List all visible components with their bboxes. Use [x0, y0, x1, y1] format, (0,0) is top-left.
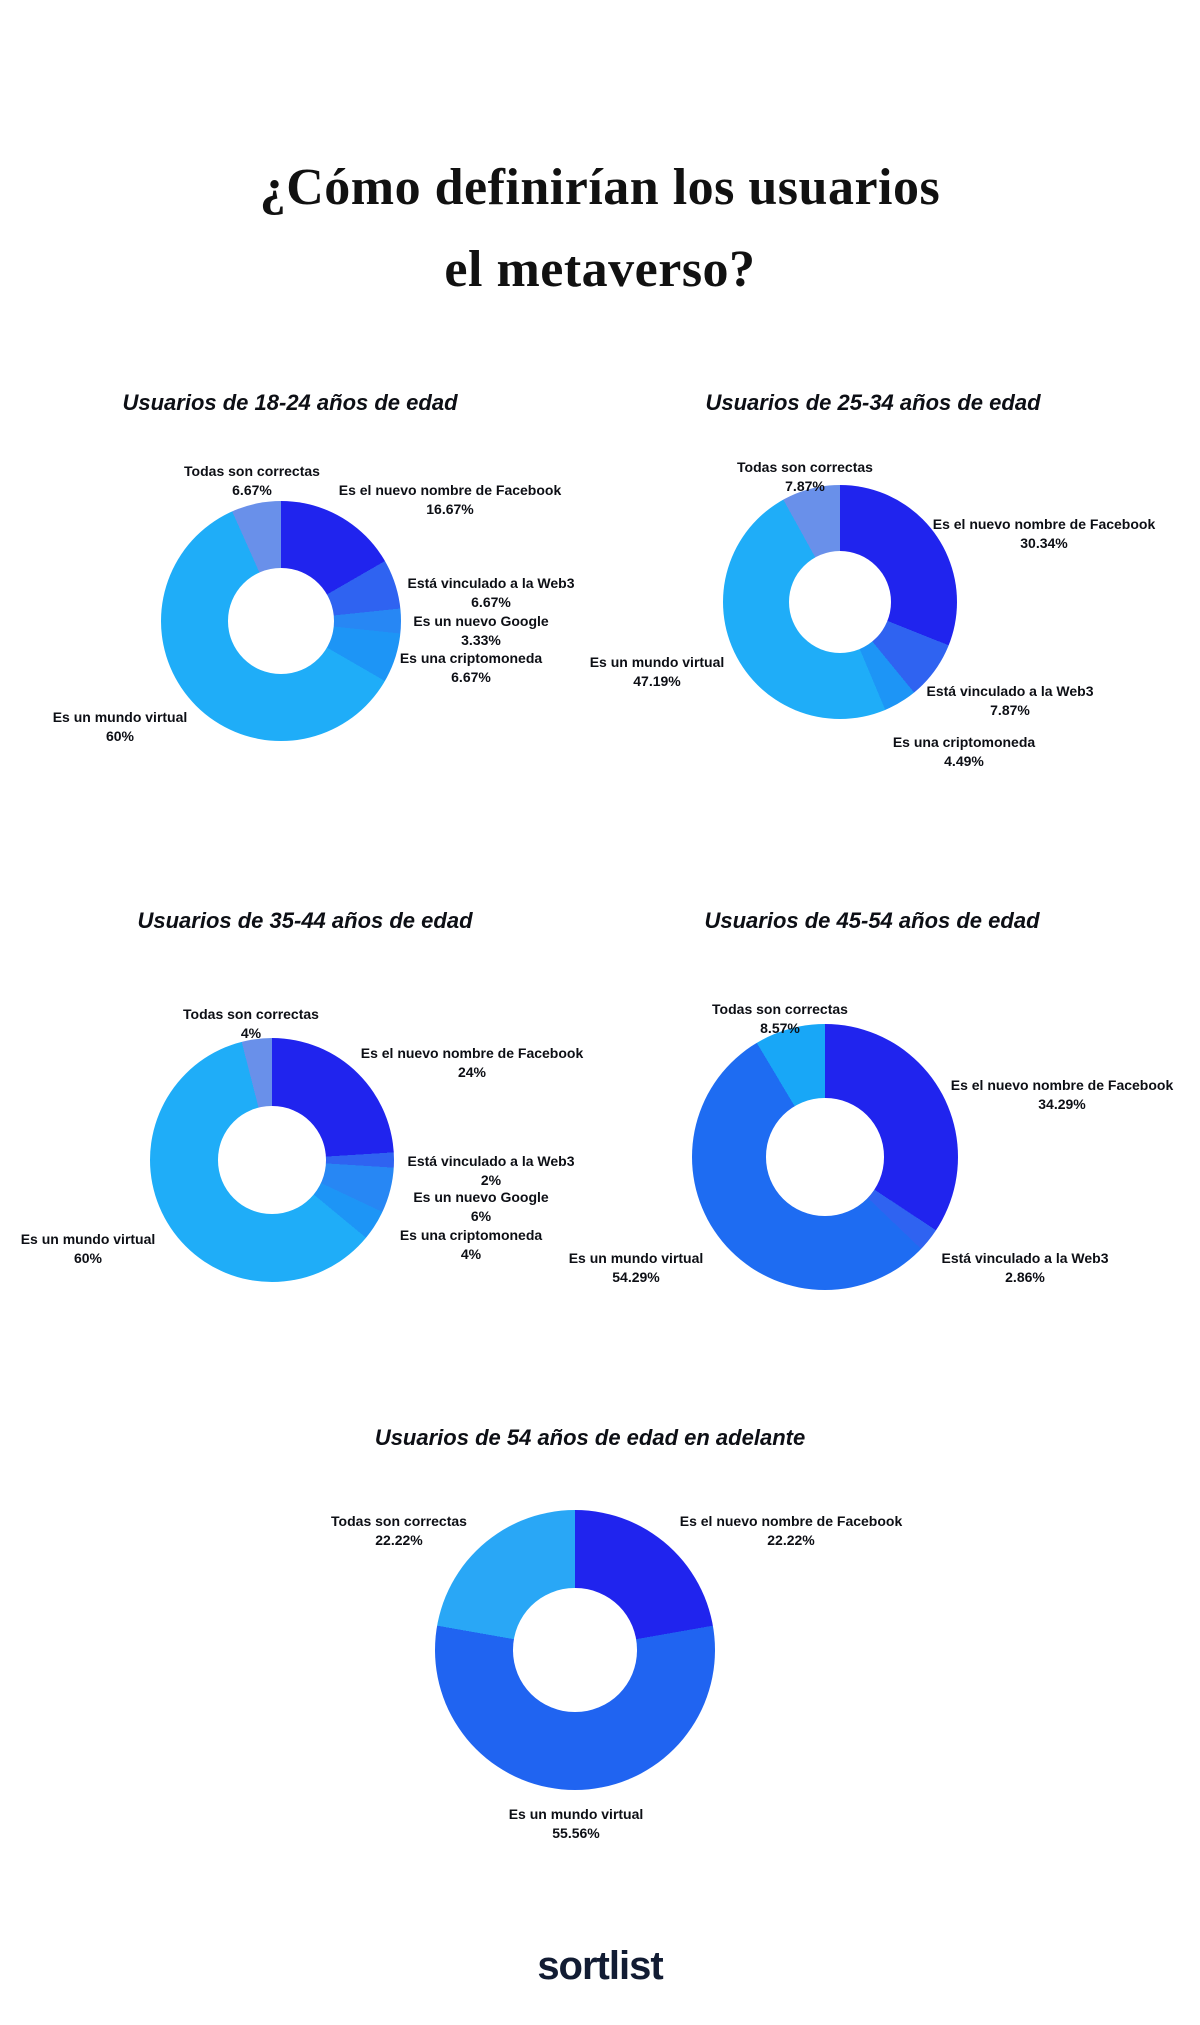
donut-chart-25-34: [723, 485, 957, 719]
slice-label-facebook: Es el nuevo nombre de Facebook 16.67%: [339, 481, 562, 519]
slice-label-facebook: Es el nuevo nombre de Facebook 24%: [361, 1044, 584, 1082]
slice-label-text: Está vinculado a la Web3: [926, 683, 1094, 699]
chart-title-25-34: Usuarios de 25-34 años de edad: [705, 390, 1041, 416]
slice-label-text: Es un nuevo Google: [413, 613, 549, 629]
slice-label-text: Es un mundo virtual: [568, 1250, 704, 1266]
slice-label-text: Todas son correctas: [184, 463, 320, 479]
slice-label-facebook: Es el nuevo nombre de Facebook 30.34%: [933, 515, 1156, 553]
slice-label-mundo: Es un mundo virtual 60%: [53, 708, 188, 746]
slice-label-text: Es un mundo virtual: [20, 1231, 156, 1247]
slice-label-pct: 4%: [460, 1246, 482, 1262]
slice-label-text: Todas son correctas: [737, 459, 873, 475]
slice-label-pct: 22.22%: [375, 1532, 423, 1548]
slice-label-text: Es el nuevo nombre de Facebook: [950, 1077, 1174, 1093]
slice-label-pct: 60%: [73, 1250, 103, 1266]
page-title: ¿Cómo definirían los usuarios el metaver…: [0, 147, 1200, 311]
slice-label-pct: 6%: [470, 1208, 492, 1224]
slice-label-pct: 6.67%: [451, 669, 491, 685]
slice-label-pct: 34.29%: [1038, 1096, 1086, 1112]
slice-label-text: Es el nuevo nombre de Facebook: [679, 1513, 903, 1529]
slice-label-todas: Todas son correctas 7.87%: [737, 458, 873, 496]
slice-label-pct: 47.19%: [633, 673, 681, 689]
slice-label-web3: Está vinculado a la Web3 7.87%: [926, 682, 1093, 720]
slice-label-text: Todas son correctas: [331, 1513, 467, 1529]
slice-label-pct: 7.87%: [785, 478, 825, 494]
slice-label-pct: 54.29%: [612, 1269, 660, 1285]
slice-label-pct: 4%: [240, 1025, 262, 1041]
slice-label-text: Es el nuevo nombre de Facebook: [338, 482, 562, 498]
slice-label-text: Está vinculado a la Web3: [407, 1153, 575, 1169]
slice-label-pct: 6.67%: [471, 594, 511, 610]
slice-label-text: Está vinculado a la Web3: [941, 1250, 1109, 1266]
sortlist-logo: sortlist: [537, 1944, 663, 1988]
donut-hole: [218, 1106, 326, 1214]
slice-label-web3: Está vinculado a la Web3 2.86%: [941, 1249, 1108, 1287]
slice-label-mundo: Es un mundo virtual 47.19%: [590, 653, 725, 691]
slice-label-pct: 4.49%: [944, 753, 984, 769]
slice-label-cripto: Es una criptomoneda 4%: [400, 1226, 542, 1264]
slice-label-text: Es una criptomoneda: [399, 650, 543, 666]
slice-label-pct: 16.67%: [426, 501, 474, 517]
donut-chart-45-54: [692, 1024, 958, 1290]
slice-label-text: Es una criptomoneda: [892, 734, 1036, 750]
slice-label-google: Es un nuevo Google 3.33%: [413, 612, 548, 650]
slice-label-text: Es una criptomoneda: [399, 1227, 543, 1243]
slice-label-pct: 8.57%: [760, 1020, 800, 1036]
donut-hole: [766, 1098, 884, 1216]
slice-label-text: Todas son correctas: [712, 1001, 848, 1017]
slice-label-todas: Todas son correctas 6.67%: [184, 462, 320, 500]
slice-label-text: Es un mundo virtual: [589, 654, 725, 670]
slice-label-pct: 30.34%: [1020, 535, 1068, 551]
slice-label-cripto: Es una criptomoneda 6.67%: [400, 649, 542, 687]
slice-label-text: Es un nuevo Google: [413, 1189, 549, 1205]
slice-label-pct: 24%: [457, 1064, 487, 1080]
slice-label-mundo: Es un mundo virtual 55.56%: [509, 1805, 644, 1843]
slice-label-text: Es el nuevo nombre de Facebook: [360, 1045, 584, 1061]
slice-label-text: Todas son correctas: [183, 1006, 319, 1022]
slice-label-pct: 60%: [105, 728, 135, 744]
slice-label-todas: Todas son correctas 8.57%: [712, 1000, 848, 1038]
chart-title-18-24: Usuarios de 18-24 años de edad: [122, 390, 458, 416]
slice-label-google: Es un nuevo Google 6%: [413, 1188, 548, 1226]
slice-label-facebook: Es el nuevo nombre de Facebook 22.22%: [680, 1512, 903, 1550]
slice-label-todas: Todas son correctas 4%: [183, 1005, 319, 1043]
slice-label-cripto: Es una criptomoneda 4.49%: [893, 733, 1035, 771]
slice-label-text: Es un mundo virtual: [52, 709, 188, 725]
slice-label-pct: 55.56%: [552, 1825, 600, 1841]
page-title-line1: ¿Cómo definirían los usuarios: [259, 158, 941, 216]
slice-label-mundo: Es un mundo virtual 60%: [21, 1230, 156, 1268]
chart-title-54-plus: Usuarios de 54 años de edad en adelante: [374, 1425, 806, 1451]
slice-label-pct: 2.86%: [1005, 1269, 1045, 1285]
slice-label-web3: Está vinculado a la Web3 6.67%: [407, 574, 574, 612]
slice-label-pct: 22.22%: [767, 1532, 815, 1548]
donut-chart-18-24: [161, 501, 401, 741]
donut-chart-35-44: [150, 1038, 394, 1282]
slice-label-mundo: Es un mundo virtual 54.29%: [569, 1249, 704, 1287]
slice-label-text: Está vinculado a la Web3: [407, 575, 575, 591]
slice-label-text: Es el nuevo nombre de Facebook: [932, 516, 1156, 532]
slice-label-text: Es un mundo virtual: [508, 1806, 644, 1822]
slice-label-pct: 6.67%: [232, 482, 272, 498]
slice-label-pct: 7.87%: [990, 702, 1030, 718]
donut-hole: [788, 550, 892, 654]
donut-hole: [228, 568, 334, 674]
page-title-line2: el metaverso?: [444, 240, 756, 298]
slice-label-facebook: Es el nuevo nombre de Facebook 34.29%: [951, 1076, 1174, 1114]
slice-label-web3: Está vinculado a la Web3 2%: [407, 1152, 574, 1190]
slice-label-pct: 2%: [480, 1172, 502, 1188]
slice-label-pct: 3.33%: [461, 632, 501, 648]
chart-title-45-54: Usuarios de 45-54 años de edad: [704, 908, 1040, 934]
chart-title-35-44: Usuarios de 35-44 años de edad: [137, 908, 473, 934]
donut-chart-54-plus: [435, 1510, 715, 1790]
slice-label-todas: Todas son correctas 22.22%: [331, 1512, 467, 1550]
donut-hole: [513, 1588, 637, 1712]
